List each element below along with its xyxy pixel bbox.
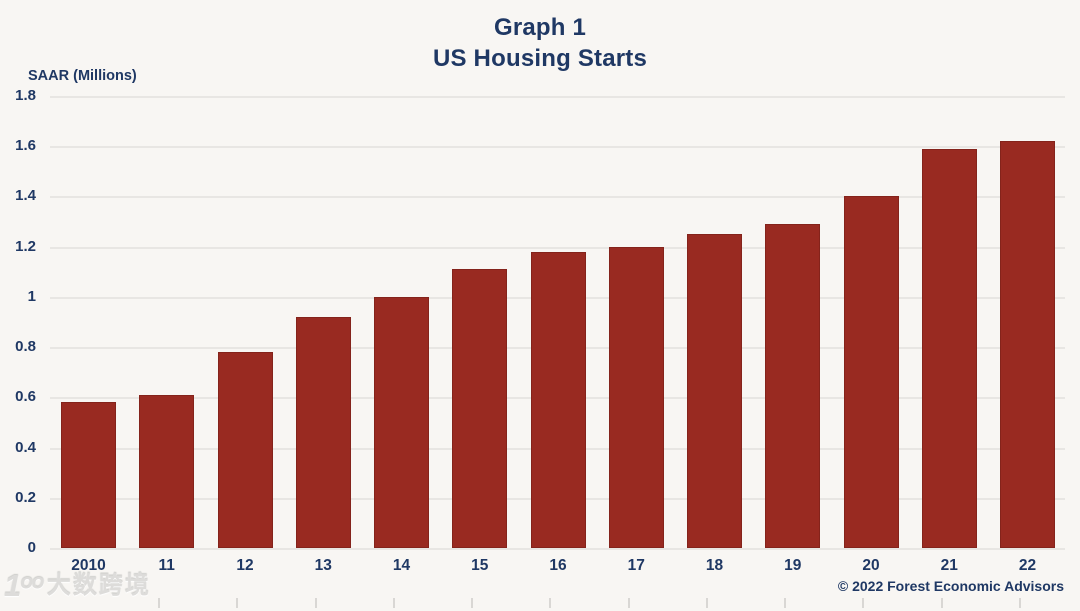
y-tick-label: 0 — [27, 539, 36, 556]
x-tick-label: 14 — [392, 557, 411, 574]
x-axis-baseline — [50, 548, 1065, 550]
y-tick-label: 1.6 — [15, 137, 36, 155]
bar-18 — [687, 234, 742, 548]
bottom-tick — [158, 598, 160, 608]
x-tick-label: 2010 — [71, 557, 106, 574]
y-axis-title: SAAR (Millions) — [28, 68, 137, 84]
y-tick-label: 0.2 — [15, 488, 36, 506]
watermark-text: 大数跨境 — [46, 572, 151, 599]
bar-17 — [608, 246, 664, 548]
y-tick-label: 1.2 — [15, 237, 36, 255]
bottom-tick — [940, 598, 943, 608]
plot-area — [50, 96, 1065, 550]
x-tick-label: 18 — [705, 557, 724, 574]
bottom-tick — [236, 598, 239, 608]
bar-22 — [1000, 141, 1055, 548]
bottom-tick — [705, 598, 708, 608]
x-tick-label: 12 — [236, 557, 254, 574]
bar-19 — [765, 224, 821, 548]
chart-title: Graph 1 US Housing Starts — [0, 12, 1080, 74]
bottom-tick — [784, 598, 786, 608]
chart-title-line1: Graph 1 — [493, 14, 587, 41]
x-tick-label: 11 — [158, 557, 175, 574]
y-tick-label: 1.8 — [15, 87, 36, 104]
x-tick-label: 19 — [784, 557, 802, 574]
gridline — [50, 196, 1065, 199]
gridline — [50, 96, 1065, 98]
y-tick-label: 1.4 — [15, 187, 36, 205]
y-tick-label: 0.8 — [15, 338, 36, 356]
bottom-tick — [471, 598, 473, 608]
bar-2010 — [61, 402, 116, 548]
bottom-tick — [862, 598, 865, 608]
y-tick-label: 0.6 — [15, 388, 36, 406]
bar-15 — [452, 269, 508, 548]
bar-20 — [843, 196, 899, 548]
watermark: 1ᵒᵒ 大数跨境 — [4, 568, 151, 604]
bottom-tick — [392, 598, 395, 608]
bar-21 — [921, 148, 977, 548]
bottom-tick — [549, 598, 552, 608]
bar-11 — [139, 394, 195, 548]
x-tick-label: 16 — [549, 557, 567, 574]
bar-13 — [295, 316, 351, 548]
x-tick-label: 17 — [627, 557, 645, 574]
x-tick-label: 15 — [471, 557, 489, 574]
x-tick-label: 21 — [940, 557, 958, 574]
x-tick-label: 20 — [862, 557, 880, 574]
y-tick-label: 0.4 — [15, 438, 36, 456]
bar-16 — [530, 251, 586, 548]
gridline — [50, 146, 1065, 149]
y-tick-label: 1 — [27, 287, 36, 305]
watermark-logo-icon: 1ᵒᵒ — [4, 568, 44, 603]
bottom-tick — [314, 598, 317, 608]
gridline — [50, 246, 1065, 249]
x-tick-label: 22 — [1018, 557, 1037, 574]
x-tick-label: 13 — [314, 557, 332, 574]
chart-title-line2: US Housing Starts — [432, 45, 648, 72]
bar-14 — [374, 296, 429, 548]
copyright-text: © 2022 Forest Economic Advisors — [837, 578, 1064, 594]
bar-12 — [217, 352, 273, 548]
bottom-tick — [627, 598, 630, 608]
bottom-tick — [1018, 598, 1021, 608]
